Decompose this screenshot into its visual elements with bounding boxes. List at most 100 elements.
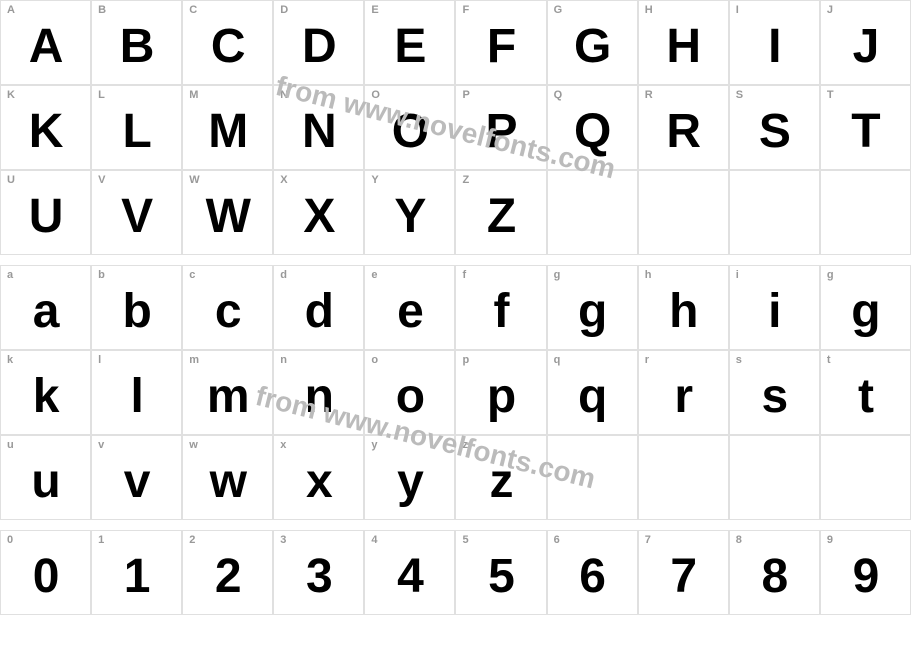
glyph-display: h [669, 287, 697, 335]
glyph-display: 1 [124, 552, 150, 600]
glyph-display: N [302, 107, 336, 155]
glyph-display: d [305, 287, 333, 335]
glyph-cell: xx [273, 435, 364, 520]
glyph-cell: dd [273, 265, 364, 350]
glyph-label: w [189, 439, 198, 451]
glyph-cell: 55 [455, 530, 546, 615]
glyph-display: 8 [761, 552, 787, 600]
glyph-cell: 00 [0, 530, 91, 615]
glyph-label: 8 [736, 534, 742, 546]
glyph-display: M [208, 107, 247, 155]
glyph-label: v [98, 439, 104, 451]
glyph-label: s [736, 354, 742, 366]
glyph-display: R [666, 107, 700, 155]
glyph-display: S [759, 107, 790, 155]
glyph-label: n [280, 354, 287, 366]
glyph-label: f [462, 269, 466, 281]
glyph-display: q [578, 372, 606, 420]
glyph-cell: 44 [364, 530, 455, 615]
glyph-display: v [124, 457, 150, 505]
glyph-cell: aa [0, 265, 91, 350]
glyph-cell: ss [729, 350, 820, 435]
glyph-cell: KK [0, 85, 91, 170]
glyph-cell: LL [91, 85, 182, 170]
glyph-cell [729, 435, 820, 520]
glyph-label: H [645, 4, 653, 16]
glyph-label: c [189, 269, 195, 281]
glyph-cell: YY [364, 170, 455, 255]
glyph-cell [729, 170, 820, 255]
glyph-cell: gg [820, 265, 911, 350]
glyph-display: a [33, 287, 59, 335]
glyph-label: J [827, 4, 833, 16]
glyph-display: V [121, 192, 152, 240]
glyph-cell: ww [182, 435, 273, 520]
glyph-label: G [554, 4, 563, 16]
glyph-display: 5 [488, 552, 514, 600]
glyph-cell: JJ [820, 0, 911, 85]
glyph-cell: DD [273, 0, 364, 85]
glyph-cell: II [729, 0, 820, 85]
glyph-display: G [574, 22, 610, 70]
glyph-label: T [827, 89, 834, 101]
glyph-cell: vv [91, 435, 182, 520]
glyph-display: 7 [670, 552, 696, 600]
glyph-label: D [280, 4, 288, 16]
glyph-display: L [122, 107, 150, 155]
glyph-grid-lowercase: aabbccddeeffgghhiiggkkllmmnnooppqqrrsstt… [0, 265, 911, 520]
glyph-label: i [736, 269, 739, 281]
glyph-display: K [29, 107, 63, 155]
glyph-display: A [29, 22, 63, 70]
glyph-label: m [189, 354, 199, 366]
glyph-label: 3 [280, 534, 286, 546]
glyph-display: i [768, 287, 780, 335]
glyph-cell: 33 [273, 530, 364, 615]
glyph-display: w [210, 457, 246, 505]
glyph-cell [547, 435, 638, 520]
glyph-cell: tt [820, 350, 911, 435]
glyph-cell: 88 [729, 530, 820, 615]
glyph-display: c [215, 287, 241, 335]
glyph-display: f [494, 287, 509, 335]
glyph-display: e [397, 287, 423, 335]
glyph-cell: FF [455, 0, 546, 85]
glyph-display: l [130, 372, 142, 420]
glyph-display: I [768, 22, 780, 70]
glyph-label: l [98, 354, 101, 366]
glyph-cell: 22 [182, 530, 273, 615]
glyph-display: H [666, 22, 700, 70]
glyph-cell: qq [547, 350, 638, 435]
glyph-label: I [736, 4, 739, 16]
glyph-cell: HH [638, 0, 729, 85]
glyph-cell: rr [638, 350, 729, 435]
glyph-cell: OO [364, 85, 455, 170]
glyph-cell [638, 170, 729, 255]
glyph-display: C [211, 22, 245, 70]
glyph-display: T [851, 107, 879, 155]
glyph-display: k [33, 372, 59, 420]
glyph-label: Y [371, 174, 378, 186]
glyph-label: U [7, 174, 15, 186]
glyph-label: X [280, 174, 287, 186]
glyph-cell: PP [455, 85, 546, 170]
glyph-cell: ff [455, 265, 546, 350]
glyph-label: g [554, 269, 561, 281]
glyph-display: B [120, 22, 154, 70]
glyph-display: U [29, 192, 63, 240]
glyph-display: r [674, 372, 692, 420]
glyph-cell: nn [273, 350, 364, 435]
glyph-display: P [486, 107, 517, 155]
glyph-display: y [397, 457, 423, 505]
glyph-grid-uppercase: AABBCCDDEEFFGGHHIIJJKKLLMMNNOOPPQQRRSSTT… [0, 0, 911, 255]
glyph-display: x [306, 457, 332, 505]
glyph-label: 4 [371, 534, 377, 546]
glyph-cell: XX [273, 170, 364, 255]
glyph-display: Z [487, 192, 515, 240]
glyph-grid-digits: 00112233445566778899 [0, 530, 911, 615]
glyph-label: L [98, 89, 105, 101]
glyph-cell: GG [547, 0, 638, 85]
glyph-cell: hh [638, 265, 729, 350]
glyph-label: P [462, 89, 469, 101]
glyph-cell: VV [91, 170, 182, 255]
glyph-label: R [645, 89, 653, 101]
